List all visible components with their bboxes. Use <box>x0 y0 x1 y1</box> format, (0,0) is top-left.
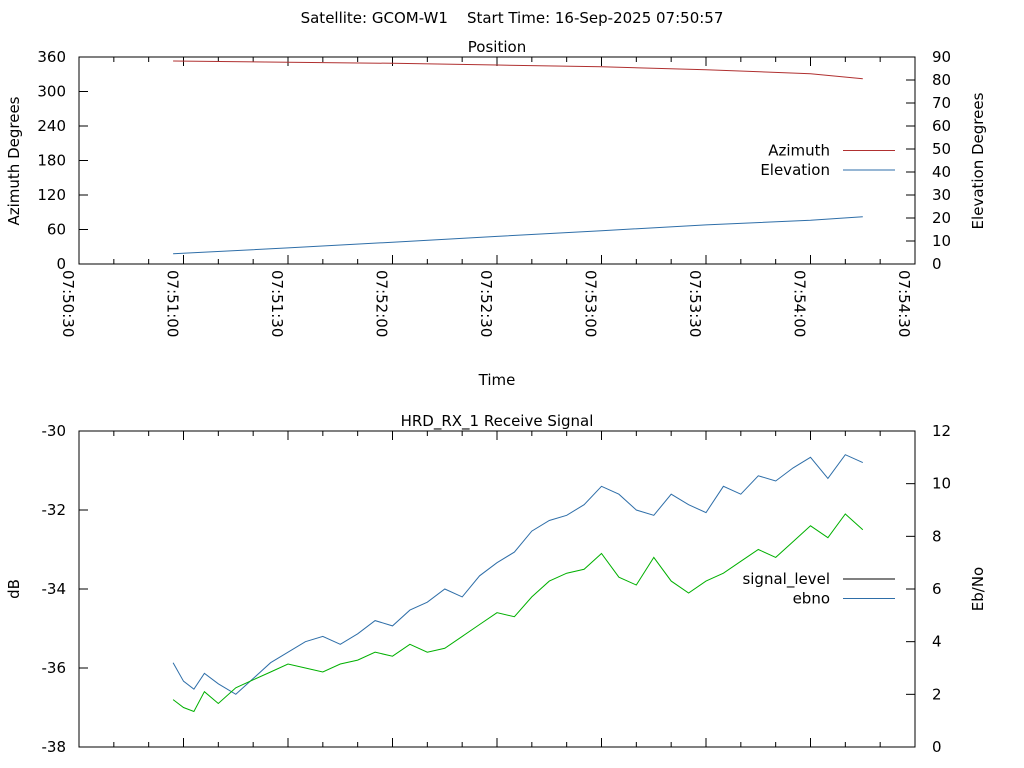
series-line-elevation <box>173 216 863 255</box>
signal-chart-title: HRD_RX_1 Receive Signal <box>401 412 594 431</box>
y2-tick-label: 12 <box>932 422 951 440</box>
y-tick-label: -36 <box>42 659 67 677</box>
x-tick-label: 07:51:30 <box>268 270 286 337</box>
y2-tick-label: 70 <box>932 94 951 112</box>
position-lines <box>173 60 863 255</box>
y-tick-label: -34 <box>42 580 67 598</box>
x-tick-label: 07:51:00 <box>163 270 181 337</box>
y2-tick-label: 0 <box>932 738 942 756</box>
y2-tick-label: 6 <box>932 580 942 598</box>
ebno-axis-label: Eb/No <box>969 567 987 611</box>
y2-tick-label: 30 <box>932 186 951 204</box>
series-line-ebno <box>172 454 864 695</box>
y2-tick-label: 60 <box>932 117 951 135</box>
position-axes: 07:50:30 07:51:00 07:51:30 07:52:00 07:52:30… <box>37 48 951 337</box>
legend-label: Azimuth <box>768 142 830 160</box>
x-tick-label: 07:50:30 <box>59 270 77 337</box>
legend-label: signal_level <box>742 570 830 589</box>
y-tick-label: 180 <box>37 152 66 170</box>
db-axis-label: dB <box>5 579 23 599</box>
position-x-axis-label: Time <box>478 371 516 389</box>
y2-tick-label: 90 <box>932 48 951 66</box>
legend-label: Elevation <box>760 161 830 179</box>
x-tick-label: 07:53:00 <box>581 270 599 337</box>
x-tick-label: 07:53:30 <box>686 270 704 337</box>
y2-tick-label: 8 <box>932 527 942 545</box>
y2-tick-label: 40 <box>932 163 951 181</box>
y-tick-label: -38 <box>42 738 67 756</box>
y2-tick-label: 2 <box>932 685 942 703</box>
y2-tick-label: 4 <box>932 633 942 651</box>
series-line-azimuth <box>173 60 863 80</box>
y-tick-label: 120 <box>37 186 66 204</box>
signal-axes: -38 -36 -34 -32 -30 0 2 4 6 8 10 12 <box>42 422 952 756</box>
y-tick-label: 360 <box>37 48 66 66</box>
y2-tick-label: 80 <box>932 71 951 89</box>
y2-tick-label: 10 <box>932 232 951 250</box>
y2-tick-label: 0 <box>932 255 942 273</box>
y2-tick-label: 20 <box>932 209 951 227</box>
x-tick-label: 07:52:30 <box>477 270 495 337</box>
y-tick-label: -30 <box>42 422 67 440</box>
signal-lines <box>172 454 864 713</box>
legend-label: ebno <box>793 590 830 608</box>
y2-tick-label: 10 <box>932 475 951 493</box>
y-tick-label: 60 <box>47 221 66 239</box>
y-tick-label: 240 <box>37 117 66 135</box>
x-tick-label: 07:52:00 <box>372 270 390 337</box>
page-header: Satellite: GCOM-W1 Start Time: 16-Sep-20… <box>301 9 724 27</box>
azimuth-axis-label: Azimuth Degrees <box>5 96 23 225</box>
y-tick-label: 0 <box>56 255 66 273</box>
elevation-axis-label: Elevation Degrees <box>969 92 987 229</box>
x-tick-label: 07:54:00 <box>790 270 808 337</box>
signal-plot-frame <box>78 430 916 748</box>
series-line-level <box>172 513 864 713</box>
y-tick-label: 300 <box>37 83 66 101</box>
y-tick-label: -32 <box>42 501 67 519</box>
x-tick-label: 07:54:30 <box>895 270 913 337</box>
position-chart-title: Position <box>468 38 526 56</box>
y2-tick-label: 50 <box>932 140 951 158</box>
